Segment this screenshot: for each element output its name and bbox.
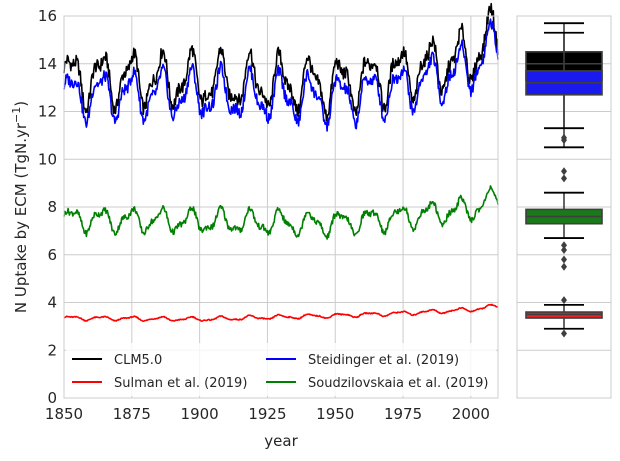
- legend-label: Sulman et al. (2019): [114, 376, 247, 391]
- x-tick-label: 1900: [181, 405, 219, 423]
- x-tick-label: 1925: [248, 405, 286, 423]
- y-tick-label: 0: [47, 389, 57, 407]
- x-tick-label: 2000: [452, 405, 490, 423]
- y-tick-label: 10: [38, 150, 57, 168]
- x-tick-label: 1950: [316, 405, 354, 423]
- y-tick-label: 12: [38, 103, 57, 121]
- y-tick-label: 14: [38, 55, 57, 73]
- x-tick-label: 1875: [113, 405, 151, 423]
- box-outlier: [561, 255, 567, 264]
- series-line: [63, 18, 499, 132]
- series-line: [63, 303, 499, 323]
- box-outlier: [561, 296, 567, 305]
- legend: CLM5.0 Sulman et al. (2019) Steidinger et …: [66, 343, 496, 396]
- series-line: [63, 185, 499, 240]
- y-axis-label-superscript: −1: [10, 107, 23, 123]
- y-axis-label-main: N Uptake by ECM (TgN.yr: [12, 122, 30, 313]
- x-tick-labels: 1850 1875 1900 1925 1950 1975 2000: [45, 405, 490, 423]
- y-tick-label: 8: [47, 198, 57, 216]
- box-outlier: [561, 167, 567, 176]
- box: [525, 296, 603, 338]
- timeseries-frame: [63, 15, 499, 399]
- box-outlier: [561, 241, 567, 250]
- box: [525, 31, 603, 145]
- boxplot-frame: [516, 15, 612, 399]
- x-tick-label: 1975: [384, 405, 422, 423]
- box: [525, 167, 603, 271]
- y-tick-label: 16: [38, 7, 57, 25]
- timeseries-lines: [63, 2, 499, 323]
- box-outlier: [561, 136, 567, 145]
- timeseries-plot: 0 2 4 6 8 10 12 14 16 1850 1875 1900 1925 1950 1975 20…: [10, 2, 499, 450]
- x-tick-label: 1850: [45, 405, 83, 423]
- legend-label: Soudzilovskaia et al. (2019): [308, 376, 488, 391]
- y-tick-label: 6: [47, 246, 57, 264]
- box-outlier: [561, 245, 567, 254]
- y-tick-labels: 0 2 4 6 8 10 12 14 16: [38, 7, 57, 407]
- legend-label: CLM5.0: [114, 353, 162, 368]
- box-outlier: [561, 329, 567, 338]
- y-axis-label: N Uptake by ECM (TgN.yr−1): [10, 101, 31, 313]
- boxplot-panel: [516, 15, 612, 399]
- legend-label: Steidinger et al. (2019): [308, 353, 459, 368]
- box-outlier: [561, 262, 567, 271]
- y-axis-label-close: ): [12, 101, 30, 107]
- x-axis-label: year: [264, 432, 298, 450]
- y-tick-label: 4: [47, 294, 57, 312]
- legend-background: [66, 343, 496, 396]
- series-line: [63, 2, 499, 122]
- boxplot-boxes: [525, 22, 603, 338]
- y-tick-label: 2: [47, 341, 57, 359]
- box-outlier: [561, 174, 567, 183]
